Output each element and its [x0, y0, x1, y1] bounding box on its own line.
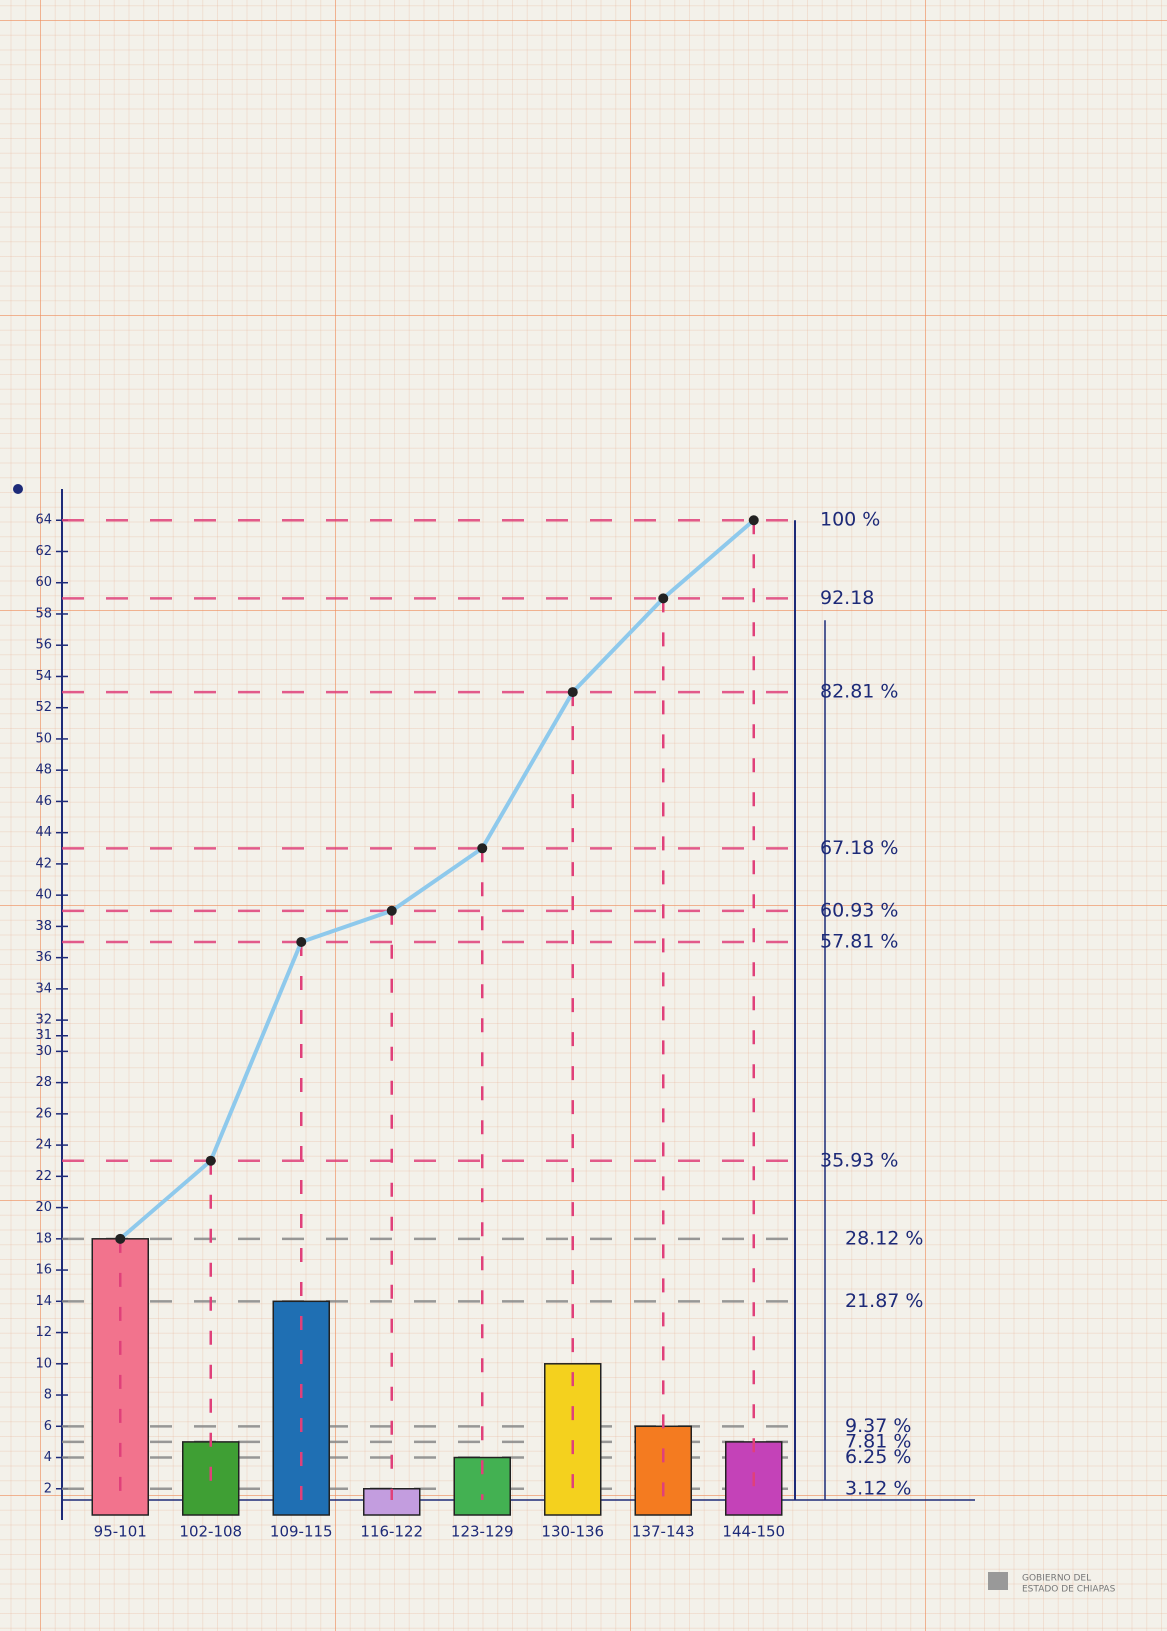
y-tick-label: 46 — [35, 794, 52, 809]
y-tick-label: 44 — [35, 825, 52, 840]
cumulative-point — [115, 1234, 125, 1244]
x-tick-label: 102-108 — [179, 1523, 242, 1541]
x-tick-label: 144-150 — [722, 1523, 785, 1541]
y2-tick-label: 60.93 % — [820, 899, 899, 921]
y-tick-label: 31 — [35, 1028, 52, 1043]
y-tick-label: 62 — [35, 544, 52, 559]
y-tick-label: 28 — [35, 1075, 52, 1090]
y-tick-label: 52 — [35, 700, 52, 715]
x-tick-label: 130-136 — [541, 1523, 604, 1541]
y-tick-label: 14 — [35, 1294, 52, 1309]
cumulative-point — [387, 906, 397, 916]
logo — [988, 1572, 1008, 1590]
y-tick-label: 6 — [44, 1419, 52, 1434]
y-tick-label: 34 — [35, 981, 52, 996]
y-tick-label: 40 — [35, 888, 52, 903]
cumulative-point — [568, 687, 578, 697]
y2-tick-label: 92.18 — [820, 587, 874, 609]
y-tick-label: 16 — [35, 1263, 52, 1278]
cumulative-point — [749, 515, 759, 525]
cumulative-point — [658, 593, 668, 603]
y-tick-label: 54 — [35, 669, 52, 684]
x-tick-label: 116-122 — [360, 1523, 423, 1541]
y-tick-label: 60 — [35, 575, 52, 590]
bar — [635, 1426, 691, 1515]
y2-tick-label: 28.12 % — [845, 1227, 924, 1249]
y-tick-label: 12 — [35, 1325, 52, 1340]
y-tick-label: 18 — [35, 1231, 52, 1246]
bar — [545, 1364, 601, 1515]
y-tick-label: 4 — [44, 1450, 52, 1465]
y2-tick-label: 3.12 % — [845, 1477, 911, 1499]
y-tick-label: 50 — [35, 731, 52, 746]
y-tick-label: 42 — [35, 856, 52, 871]
cumulative-point — [477, 843, 487, 853]
x-tick-label: 109-115 — [270, 1523, 333, 1541]
y2-tick-label: 57.81 % — [820, 931, 899, 953]
y-tick-label: 64 — [35, 513, 52, 528]
y-tick-label: 20 — [35, 1200, 52, 1215]
y-tick-label: 36 — [35, 950, 52, 965]
bar — [273, 1301, 329, 1515]
y-tick-label: 56 — [35, 638, 52, 653]
footer-line: ESTADO DE CHIAPAS — [1022, 1585, 1116, 1595]
y2-tick-label: 82.81 % — [820, 681, 899, 703]
y2-tick-label: 21.87 % — [845, 1290, 924, 1312]
cumulative-line — [120, 520, 754, 1239]
axis-arrow — [13, 484, 23, 494]
y2-tick-label: 100 % — [820, 509, 880, 531]
y-tick-label: 48 — [35, 763, 52, 778]
cumulative-point — [206, 1156, 216, 1166]
chart: GOBIERNO DEL ESTADO DE CHIAPAS 246810121… — [0, 0, 1167, 1631]
y2-tick-label: 6.25 % — [845, 1446, 911, 1468]
x-tick-label: 123-129 — [451, 1523, 514, 1541]
y-tick-label: 26 — [35, 1106, 52, 1121]
y-tick-label: 30 — [35, 1044, 52, 1059]
y-tick-label: 24 — [35, 1138, 52, 1153]
y2-tick-label: 35.93 % — [820, 1149, 899, 1171]
page: GOBIERNO DEL ESTADO DE CHIAPAS 246810121… — [0, 0, 1167, 1631]
y-tick-label: 8 — [44, 1388, 52, 1403]
y2-tick-label: 67.18 % — [820, 837, 899, 859]
cumulative-point — [296, 937, 306, 947]
y-tick-label: 32 — [35, 1013, 52, 1028]
x-tick-label: 137-143 — [632, 1523, 695, 1541]
y-tick-label: 10 — [35, 1356, 52, 1371]
footer-line: GOBIERNO DEL — [1022, 1574, 1091, 1584]
x-tick-label: 95-101 — [94, 1523, 147, 1541]
y-tick-label: 22 — [35, 1169, 52, 1184]
y-tick-label: 58 — [35, 606, 52, 621]
y-tick-label: 38 — [35, 919, 52, 934]
y-tick-label: 2 — [44, 1481, 52, 1496]
